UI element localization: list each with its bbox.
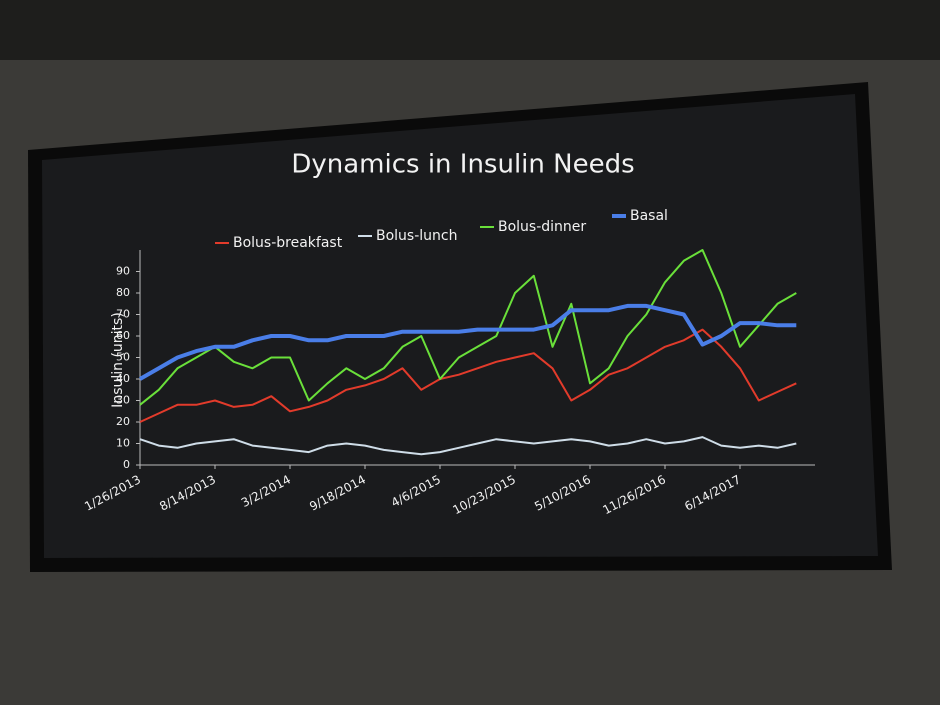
series-line	[139, 436, 797, 456]
series-line	[139, 303, 797, 381]
y-tick-label: 80	[116, 286, 130, 299]
y-tick-label: 50	[116, 351, 130, 364]
chart-title: Dynamics in Insulin Needs	[291, 150, 634, 180]
series-line	[139, 328, 797, 423]
legend-label: Bolus-breakfast	[233, 235, 343, 251]
y-tick-label: 60	[116, 329, 130, 342]
y-tick-label: 40	[116, 372, 130, 385]
legend-label: Bolus-dinner	[498, 219, 586, 235]
y-tick-label: 70	[116, 308, 130, 321]
series-line	[139, 249, 797, 406]
y-axis-title: Insulin (units)	[110, 312, 126, 408]
y-tick-label: 30	[116, 394, 130, 407]
screen	[42, 94, 878, 558]
y-tick-label: 0	[123, 458, 130, 471]
ceiling	[0, 0, 940, 60]
y-tick-label: 90	[116, 265, 130, 278]
legend-label: Bolus-lunch	[376, 228, 457, 244]
y-tick-label: 20	[116, 415, 130, 428]
y-tick-label: 10	[116, 437, 130, 450]
legend-label: Basal	[630, 208, 668, 224]
